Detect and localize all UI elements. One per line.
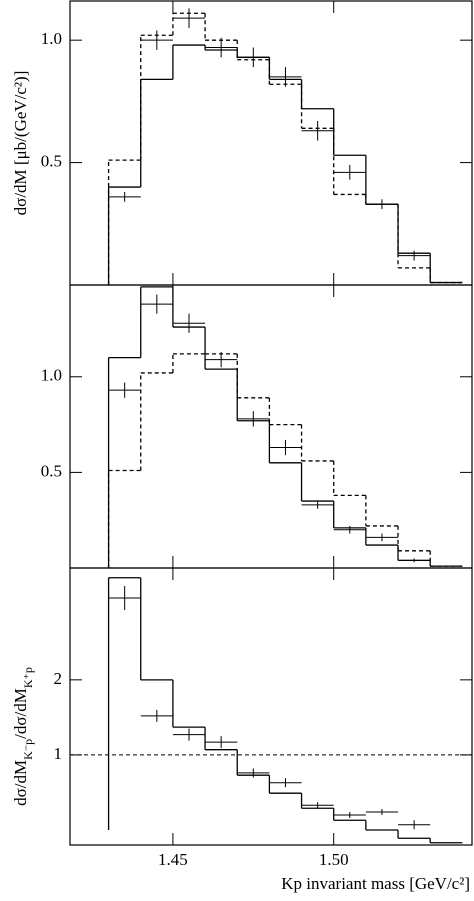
y-tick-label: 1.0: [41, 366, 62, 385]
y-axis-label: dσ/dM [μb/(GeV/c²)]: [11, 71, 30, 216]
plot-frame: [69, 0, 473, 286]
y-axis-label-part: dσ/dM: [11, 760, 30, 806]
plot-frame: [69, 284, 473, 569]
x-axis-label: Kp invariant mass [GeV/c²]: [281, 874, 470, 893]
y-tick-label: 0.5: [41, 151, 62, 170]
plot-frame: [69, 567, 473, 846]
y-tick-label: 2: [54, 669, 63, 688]
y-axis-label-part: K⁺p: [21, 667, 35, 688]
y-tick-label: 1: [54, 744, 63, 763]
y-tick-label: 1.0: [41, 29, 62, 48]
x-tick-label: 1.45: [158, 850, 188, 869]
x-tick-label: 1.50: [319, 850, 349, 869]
y-axis-label: dσ/dMK⁻p/dσ/dMK⁺p: [11, 667, 35, 806]
y-tick-label: 0.5: [41, 461, 62, 480]
y-axis-label-part: /dσ/dM: [11, 688, 30, 739]
y-axis-label-part: K⁻p: [21, 739, 35, 760]
